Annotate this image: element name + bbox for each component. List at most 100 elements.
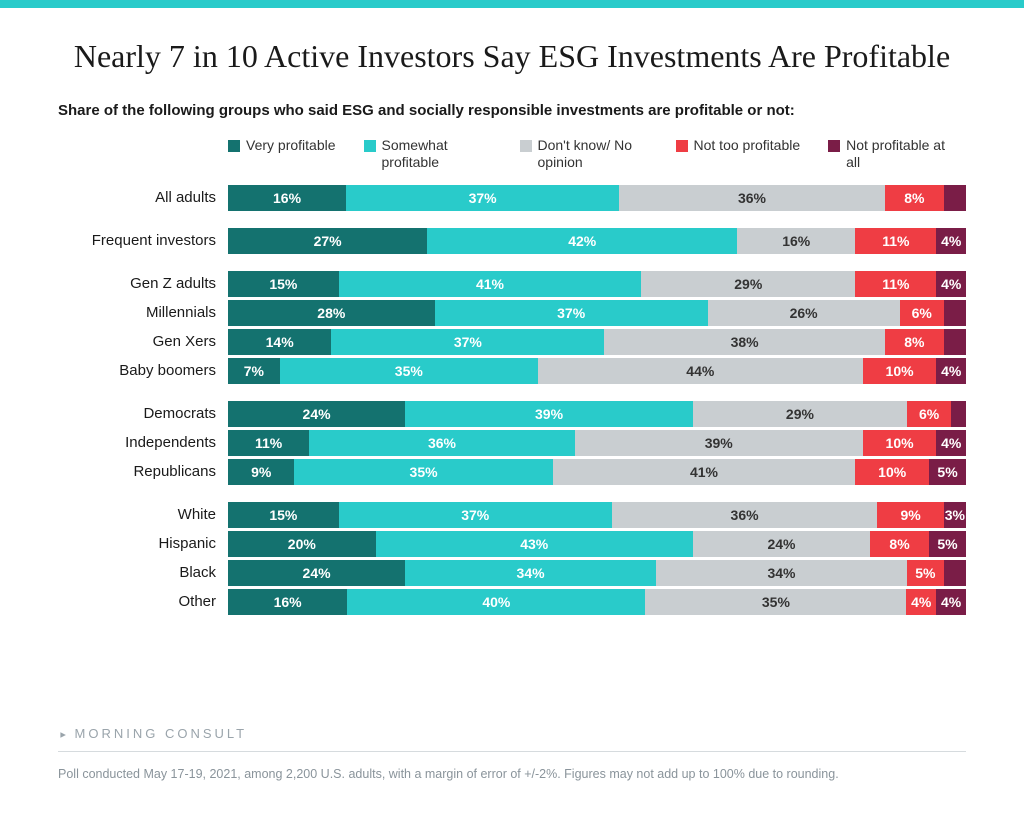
- bar-segment: 16%: [228, 185, 346, 211]
- bar-segment: 41%: [339, 271, 642, 297]
- bar-segment: 24%: [228, 560, 405, 586]
- bar-segment: 8%: [885, 185, 944, 211]
- chart-row: All adults16%37%36%8%: [58, 185, 966, 211]
- bar-segment: 37%: [346, 185, 619, 211]
- row-group: All adults16%37%36%8%: [58, 185, 966, 214]
- bar-segment: 36%: [612, 502, 878, 528]
- bar-segment: 14%: [228, 329, 331, 355]
- bar-segment: 24%: [693, 531, 870, 557]
- bar-segment: 43%: [376, 531, 693, 557]
- bar-segment: 34%: [656, 560, 907, 586]
- stacked-bar: 20%43%24%8%5%: [228, 531, 966, 557]
- chart-row: Black24%34%34%5%: [58, 560, 966, 586]
- stacked-bar: 27%42%16%11%4%: [228, 228, 966, 254]
- legend-item: Not profitable at all: [828, 137, 956, 171]
- bar-segment: 11%: [228, 430, 309, 456]
- bar-segment: [951, 401, 966, 427]
- bar-segment: [944, 300, 966, 326]
- stacked-bar: 16%40%35%4%4%: [228, 589, 966, 615]
- bar-segment: [944, 560, 966, 586]
- bar-segment: 37%: [331, 329, 604, 355]
- bar-segment: 6%: [900, 300, 944, 326]
- legend-swatch: [520, 140, 532, 152]
- bar-segment: 37%: [339, 502, 612, 528]
- bar-segment: 8%: [885, 329, 944, 355]
- footnote: Poll conducted May 17-19, 2021, among 2,…: [58, 766, 966, 784]
- legend-label: Somewhat profitable: [382, 137, 492, 171]
- chart-row: Democrats24%39%29%6%: [58, 401, 966, 427]
- bar-segment: 3%: [944, 502, 966, 528]
- footer: ▾ MORNING CONSULT Poll conducted May 17-…: [58, 726, 966, 784]
- row-label: Other: [58, 593, 228, 610]
- bar-segment: 10%: [855, 459, 929, 485]
- bar-segment: 5%: [929, 531, 966, 557]
- stacked-bar: 14%37%38%8%: [228, 329, 966, 355]
- row-label: Baby boomers: [58, 362, 228, 379]
- bar-segment: 10%: [863, 358, 937, 384]
- stacked-bar: 28%37%26%6%: [228, 300, 966, 326]
- chart-row: Hispanic20%43%24%8%5%: [58, 531, 966, 557]
- row-group: Democrats24%39%29%6%Independents11%36%39…: [58, 401, 966, 488]
- chart-row: Republicans9%35%41%10%5%: [58, 459, 966, 485]
- bar-segment: 10%: [863, 430, 937, 456]
- bar-segment: 4%: [936, 589, 966, 615]
- bar-segment: 39%: [575, 430, 863, 456]
- bar-segment: 36%: [619, 185, 885, 211]
- bar-segment: 9%: [228, 459, 294, 485]
- row-label: Independents: [58, 434, 228, 451]
- chart-row: Other16%40%35%4%4%: [58, 589, 966, 615]
- legend: Very profitable Somewhat profitable Don't …: [58, 137, 966, 171]
- legend-swatch: [364, 140, 376, 152]
- chart-row: Baby boomers7%35%44%10%4%: [58, 358, 966, 384]
- bar-segment: 4%: [936, 430, 966, 456]
- bar-segment: 16%: [737, 228, 855, 254]
- stacked-bar: 15%41%29%11%4%: [228, 271, 966, 297]
- bar-segment: 35%: [645, 589, 906, 615]
- bar-segment: 35%: [294, 459, 552, 485]
- chart-row: Gen Xers14%37%38%8%: [58, 329, 966, 355]
- chart-title: Nearly 7 in 10 Active Investors Say ESG …: [58, 36, 966, 76]
- row-label: Gen Z adults: [58, 275, 228, 292]
- bar-segment: 15%: [228, 502, 339, 528]
- stacked-bar: 24%39%29%6%: [228, 401, 966, 427]
- bar-segment: 44%: [538, 358, 863, 384]
- bar-segment: 29%: [641, 271, 855, 297]
- bar-segment: 9%: [877, 502, 943, 528]
- legend-item: Somewhat profitable: [364, 137, 492, 171]
- chart-row: Gen Z adults15%41%29%11%4%: [58, 271, 966, 297]
- bar-segment: 35%: [280, 358, 538, 384]
- stacked-bar: 11%36%39%10%4%: [228, 430, 966, 456]
- bar-segment: 4%: [936, 271, 966, 297]
- legend-label: Very profitable: [246, 137, 336, 154]
- bar-segment: 34%: [405, 560, 656, 586]
- row-group: Frequent investors27%42%16%11%4%: [58, 228, 966, 257]
- bar-segment: 27%: [228, 228, 427, 254]
- row-label: Republicans: [58, 463, 228, 480]
- stacked-bar: 7%35%44%10%4%: [228, 358, 966, 384]
- brand-caret-icon: ▾: [56, 729, 69, 738]
- legend-label: Not profitable at all: [846, 137, 956, 171]
- bar-segment: 37%: [435, 300, 708, 326]
- legend-item: Not too profitable: [676, 137, 801, 171]
- brand-logo: ▾ MORNING CONSULT: [58, 726, 966, 752]
- legend-swatch: [828, 140, 840, 152]
- accent-bar: [0, 0, 1024, 8]
- bar-segment: 4%: [906, 589, 936, 615]
- legend-item: Very profitable: [228, 137, 336, 171]
- bar-segment: 24%: [228, 401, 405, 427]
- legend-label: Don't know/ No opinion: [538, 137, 648, 171]
- bar-segment: 39%: [405, 401, 693, 427]
- row-label: White: [58, 506, 228, 523]
- bar-segment: 20%: [228, 531, 376, 557]
- legend-label: Not too profitable: [694, 137, 801, 154]
- bar-segment: 36%: [309, 430, 575, 456]
- bar-segment: 4%: [936, 228, 966, 254]
- row-label: Black: [58, 564, 228, 581]
- bar-segment: 40%: [347, 589, 645, 615]
- row-label: Millennials: [58, 304, 228, 321]
- row-label: Frequent investors: [58, 232, 228, 249]
- chart-row: Frequent investors27%42%16%11%4%: [58, 228, 966, 254]
- bar-segment: 11%: [855, 271, 936, 297]
- bar-segment: 41%: [553, 459, 856, 485]
- row-label: All adults: [58, 189, 228, 206]
